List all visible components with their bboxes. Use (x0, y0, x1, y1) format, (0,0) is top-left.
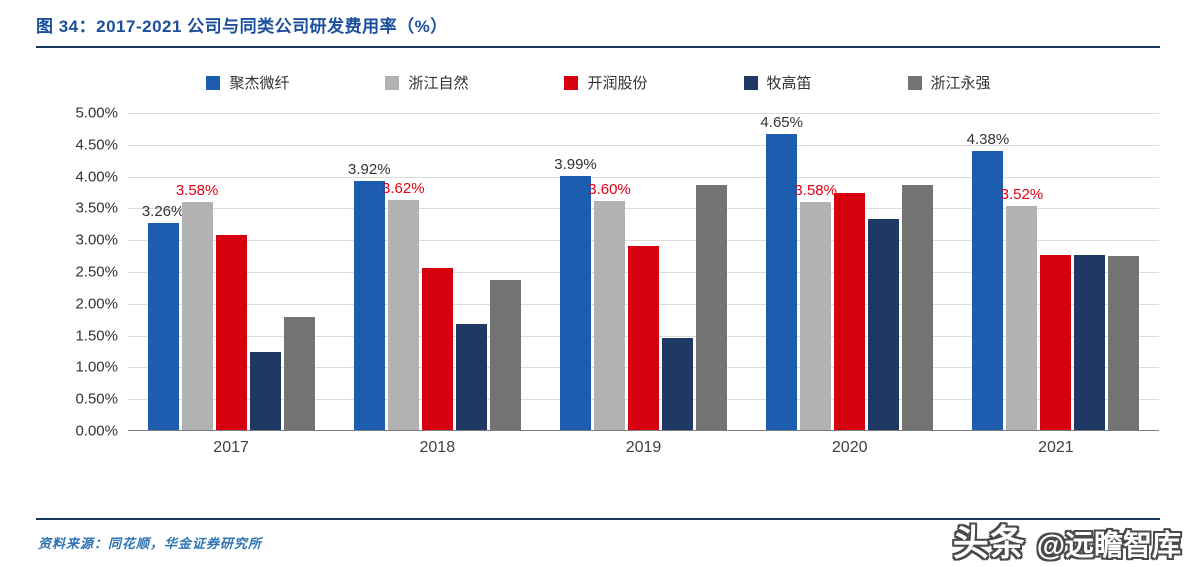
bar-group: 4.65% 3.58% (747, 113, 953, 430)
bar-浙江自然: 3.58% (176, 182, 218, 430)
chart-area: 5.00% 4.50% 4.00% 3.50% 3.00% 2.50% 2.00% 1.50%… (36, 105, 1159, 440)
legend-item: 牧高笛 (743, 72, 812, 93)
bar-group: 4.38% 3.52% (953, 113, 1159, 430)
bar-value-label: 3.62% (382, 179, 425, 197)
legend-swatch (206, 75, 221, 90)
source-note: 资料来源：同花顺，华金证券研究所 (38, 536, 263, 551)
gridline (128, 208, 1159, 210)
bar-value-label: 4.65% (760, 114, 803, 132)
bar-牧高笛 (868, 218, 900, 430)
bar-浙江自然: 3.52% (1001, 186, 1043, 430)
watermark: 头条 @远瞻智库 (953, 525, 1181, 561)
x-tick-label: 2020 (831, 439, 868, 456)
bar-group: 3.99% 3.60% (540, 113, 746, 430)
bar-value-label: 3.58% (794, 182, 837, 200)
bar-浙江自然: 3.60% (588, 181, 631, 430)
legend-swatch (907, 75, 922, 90)
y-tick-label: 3.00% (75, 231, 118, 249)
bar-浙江自然: 3.62% (382, 180, 425, 430)
chart-header: 图 34：2017-2021 公司与同类公司研发费用率（%） (0, 0, 1197, 37)
x-tick-label: 2018 (419, 439, 456, 456)
legend-swatch (385, 75, 400, 90)
y-tick-label: 1.50% (75, 327, 118, 345)
bar-浙江自然: 3.58% (794, 182, 837, 430)
bar-group: 3.92% 3.62% (334, 113, 540, 430)
y-tick-label: 0.50% (75, 390, 118, 408)
bar-牧高笛 (662, 337, 693, 430)
bar-开润股份 (1040, 255, 1072, 430)
bar-value-label: 3.26% (141, 202, 185, 220)
bar-牧高笛 (249, 352, 281, 430)
legend-swatch (743, 75, 758, 90)
footer-divider (36, 518, 1160, 520)
toutiao-logo: 头条 (952, 522, 1025, 563)
legend-item: 浙江永强 (907, 72, 991, 93)
bar-聚杰微纤: 3.99% (554, 156, 597, 430)
bar-浙江永强 (902, 184, 934, 430)
y-tick-label: 2.50% (75, 263, 118, 281)
bar-开润股份 (834, 193, 866, 430)
bar-value-label: 3.60% (588, 181, 631, 199)
bar-group: 3.26% 3.58% (128, 113, 334, 430)
y-tick-label: 4.00% (75, 168, 118, 186)
bar-value-label: 3.99% (554, 156, 597, 174)
bar-开润股份 (421, 268, 453, 430)
gridline (128, 240, 1159, 242)
legend-swatch (564, 75, 579, 90)
bar-value-label: 4.38% (966, 131, 1010, 149)
bar-聚杰微纤: 3.26% (142, 203, 184, 430)
x-tick-label: 2019 (625, 439, 662, 456)
bar-聚杰微纤: 4.38% (967, 131, 1009, 430)
bar-value-label: 3.92% (348, 160, 391, 178)
bar-浙江永强 (696, 185, 727, 430)
watermark-handle: @远瞻智库 (1036, 530, 1181, 562)
y-tick-label: 5.00% (75, 104, 118, 122)
gridline (128, 144, 1159, 146)
x-tick-label: 2017 (213, 439, 249, 456)
bar-开润股份 (215, 234, 247, 430)
bar-浙江永强 (489, 279, 521, 430)
legend-item: 开润股份 (564, 72, 648, 93)
legend-label: 开润股份 (587, 75, 648, 92)
bar-开润股份 (628, 245, 659, 430)
plot-area: 3.26% 3.58% 3.92% 3.62% 3.99% 3.60% 4.65% 3.58%… (128, 113, 1159, 431)
y-tick-label: 3.50% (75, 199, 118, 217)
bar-groups: 3.26% 3.58% 3.92% 3.62% 3.99% 3.60% 4.65% 3.58%… (128, 113, 1159, 430)
y-axis: 5.00% 4.50% 4.00% 3.50% 3.00% 2.50% 2.00% 1.50%… (36, 105, 128, 440)
chart-title: 2017-2021 公司与同类公司研发费用率（%） (96, 17, 448, 36)
bar-聚杰微纤: 3.92% (348, 161, 391, 430)
legend-label: 聚杰微纤 (229, 75, 290, 92)
legend-label: 浙江永强 (930, 75, 991, 92)
figure-number: 图 34： (36, 17, 97, 36)
legend-label: 浙江自然 (408, 75, 469, 92)
bar-牧高笛 (455, 323, 487, 430)
y-tick-label: 0.00% (75, 422, 118, 440)
x-tick-label: 2021 (1038, 439, 1074, 456)
bar-value-label: 3.52% (1000, 186, 1044, 204)
legend-label: 牧高笛 (766, 75, 812, 92)
bar-聚杰微纤: 4.65% (760, 114, 803, 430)
y-tick-label: 1.00% (75, 358, 118, 376)
bar-牧高笛 (1074, 255, 1106, 430)
gridline (128, 113, 1159, 114)
x-axis: 2017 2018 2019 2020 2021 (128, 439, 1159, 457)
chart-legend: 聚杰微纤 浙江自然 开润股份 牧高笛 浙江永强 (0, 72, 1197, 93)
bar-value-label: 3.58% (175, 182, 219, 200)
legend-item: 浙江自然 (385, 72, 468, 93)
y-tick-label: 2.00% (75, 295, 118, 313)
bar-浙江永强 (283, 316, 315, 430)
legend-item: 聚杰微纤 (206, 72, 289, 93)
bar-浙江永强 (1108, 256, 1140, 430)
y-tick-label: 4.50% (75, 136, 118, 154)
gridline (128, 176, 1159, 178)
header-divider (36, 46, 1160, 48)
